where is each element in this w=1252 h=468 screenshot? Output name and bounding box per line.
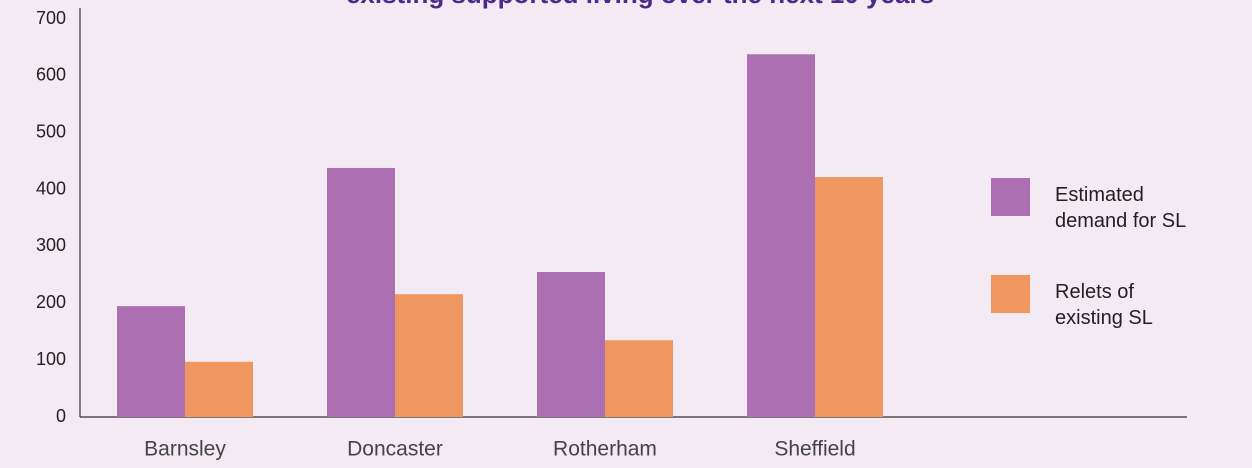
legend-label: Relets of existing SL <box>1055 281 1153 329</box>
y-tick-label: 500 <box>36 121 66 141</box>
x-tick-label: Doncaster <box>347 438 443 461</box>
bar <box>395 294 463 417</box>
bar <box>327 167 395 417</box>
legend-swatch <box>991 275 1030 313</box>
legend-label: Estimated demand for SL <box>1055 184 1187 232</box>
y-tick-label: 0 <box>56 406 66 426</box>
bar <box>537 272 605 417</box>
x-tick-label: Rotherham <box>553 438 657 461</box>
bar <box>815 177 883 417</box>
y-tick-label: 700 <box>36 8 66 28</box>
x-tick-label: Sheffield <box>774 438 855 461</box>
chart-title: existing supported living over the next … <box>346 0 934 9</box>
y-tick-label: 400 <box>36 178 66 198</box>
y-tick-label: 300 <box>36 235 66 255</box>
y-tick-label: 200 <box>36 292 66 312</box>
y-tick-label: 100 <box>36 349 66 369</box>
bar <box>117 306 185 417</box>
bar <box>747 54 815 417</box>
y-tick-label: 600 <box>36 65 66 85</box>
bar <box>185 361 253 417</box>
legend-swatch <box>991 178 1030 216</box>
bar <box>605 340 673 417</box>
x-tick-label: Barnsley <box>144 438 226 461</box>
